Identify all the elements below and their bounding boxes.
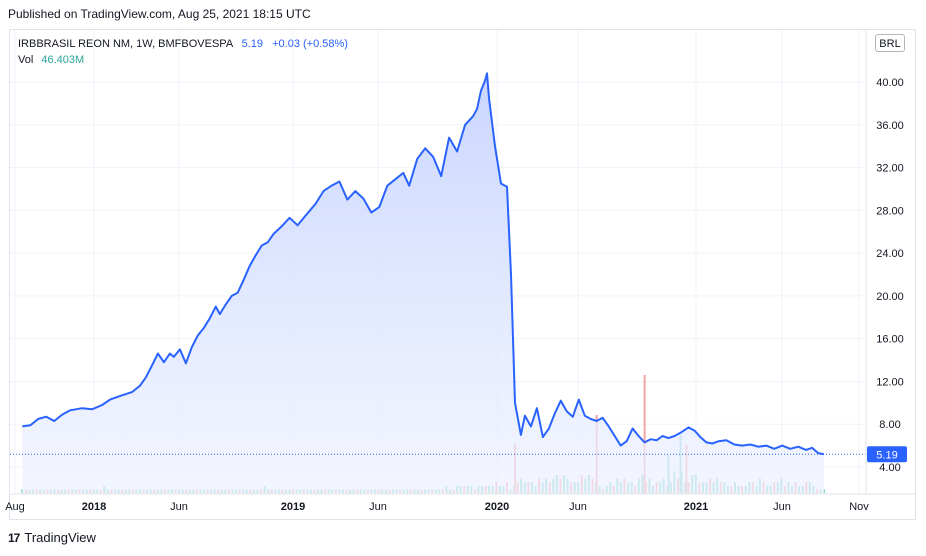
published-caption: Published on TradingView.com, Aug 25, 20… xyxy=(8,7,311,21)
volume-value: 46.403M xyxy=(41,54,85,66)
price-line xyxy=(22,72,825,456)
x-tick-label: 2019 xyxy=(281,501,305,513)
volume-label: Vol xyxy=(18,54,34,66)
y-tick-label: 16.00 xyxy=(876,334,904,346)
x-tick-label: 2018 xyxy=(82,501,106,513)
x-tick-label: Aug xyxy=(5,501,25,513)
y-tick-label: 20.00 xyxy=(876,291,904,303)
last-price-label: 5.19 xyxy=(867,446,907,463)
y-tick-label: 36.00 xyxy=(876,120,904,132)
x-axis: Aug 2018 Jun 2019 Jun 2020 Jun 2021 Jun Nov xyxy=(5,501,869,513)
x-tick-label: Jun xyxy=(369,501,387,513)
x-tick-label: 2020 xyxy=(485,501,509,513)
y-tick-label: 8.00 xyxy=(879,419,900,431)
x-tick-label: Jun xyxy=(170,501,188,513)
legend: IRBBRASIL REON NM, 1W, BMFBOVESPA 5.19 +… xyxy=(18,36,348,68)
footer-brand[interactable]: 17 TradingView xyxy=(8,530,96,545)
last-price: 5.19 xyxy=(241,38,264,50)
volume-bar xyxy=(643,375,646,493)
x-tick-label: Nov xyxy=(849,501,869,513)
y-tick-label: 24.00 xyxy=(876,248,904,260)
y-tick-label: 32.00 xyxy=(876,163,904,175)
currency-button[interactable]: BRL xyxy=(875,34,905,52)
price-change: +0.03 (+0.58%) xyxy=(272,38,348,50)
price-area xyxy=(22,73,825,495)
x-tick-label: Jun xyxy=(569,501,587,513)
brand-name: TradingView xyxy=(24,530,96,545)
y-axis: 4.00 8.00 12.00 16.00 20.00 24.00 28.00 32.00 36… xyxy=(876,77,904,474)
y-tick-label: 12.00 xyxy=(876,376,904,388)
y-tick-label: 40.00 xyxy=(876,77,904,89)
symbol-name[interactable]: IRBBRASIL REON NM, 1W, BMFBOVESPA xyxy=(18,38,233,50)
chart-frame xyxy=(9,29,916,520)
y-tick-label: 28.00 xyxy=(876,205,904,217)
x-tick-label: Jun xyxy=(773,501,791,513)
last-price-text: 5.19 xyxy=(876,449,897,461)
y-tick-label: 4.00 xyxy=(879,462,900,474)
x-tick-label: 2021 xyxy=(684,501,708,513)
tradingview-logo-icon: 17 xyxy=(8,530,20,545)
